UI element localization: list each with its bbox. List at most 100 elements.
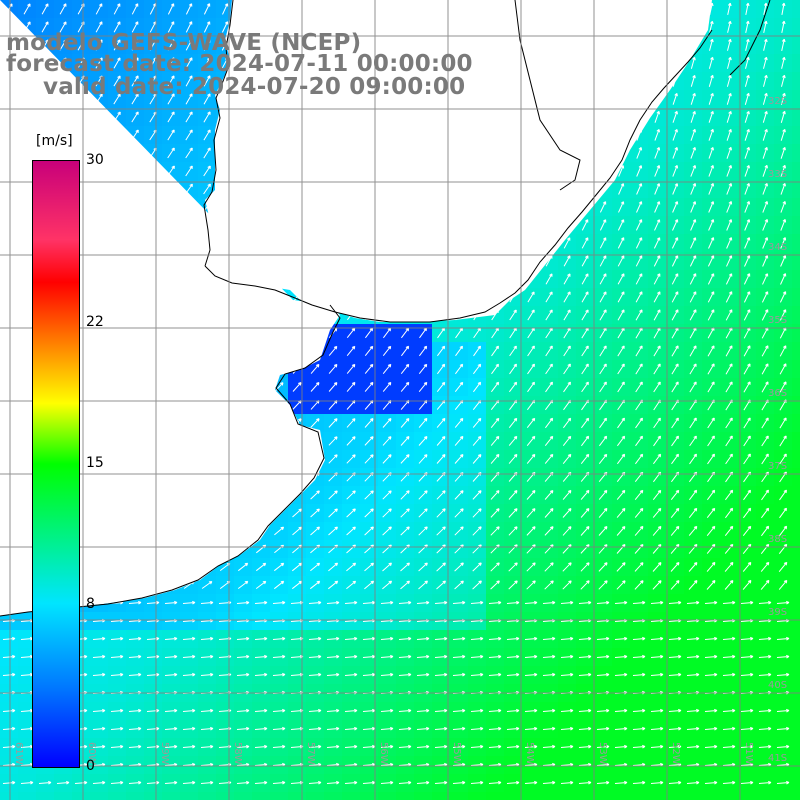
wind-arrow <box>690 128 696 141</box>
wind-arrow <box>273 580 285 590</box>
wind-cell <box>18 792 36 800</box>
wind-arrow <box>689 291 697 303</box>
wind-arrow <box>618 201 625 213</box>
wind-arrow <box>346 526 356 536</box>
wind-arrow <box>327 580 339 590</box>
wind-arrow <box>454 490 464 500</box>
wind-arrow <box>182 654 196 659</box>
wind-arrow <box>726 183 733 195</box>
wind-arrow <box>650 708 664 713</box>
wind-cell <box>558 792 576 800</box>
wind-arrow <box>616 580 626 590</box>
wind-cell <box>90 792 108 800</box>
wind-arrow <box>545 363 553 375</box>
wind-arrow <box>436 526 446 536</box>
wind-cell <box>792 432 800 450</box>
wind-arrow <box>472 562 482 572</box>
wind-arrow <box>364 562 374 572</box>
wind-arrow <box>563 363 571 375</box>
wind-arrow <box>273 562 285 572</box>
wind-arrow <box>400 363 410 375</box>
wind-arrow <box>617 435 626 447</box>
wind-arrow <box>690 201 697 213</box>
wind-arrow <box>689 453 697 465</box>
wind-arrow <box>470 600 484 605</box>
wind-arrow <box>328 508 338 518</box>
wind-arrow <box>382 436 392 446</box>
wind-arrow <box>472 435 482 446</box>
wind-arrow <box>382 526 392 536</box>
wind-arrow <box>670 507 680 519</box>
wind-arrow <box>436 381 446 393</box>
wind-arrow <box>708 237 715 249</box>
wind-arrow <box>634 489 644 501</box>
wind-arrow <box>708 110 714 123</box>
wind-arrow <box>779 345 787 357</box>
wind-arrow <box>346 381 356 392</box>
wind-arrow <box>2 654 16 659</box>
wind-arrow <box>364 490 374 500</box>
wind-arrow <box>113 57 121 69</box>
wind-arrow <box>400 508 410 518</box>
wind-arrow <box>436 417 446 428</box>
wind-arrow <box>635 417 643 429</box>
wind-arrow <box>185 39 193 51</box>
wind-cell <box>792 342 800 360</box>
wind-arrow <box>346 562 357 572</box>
wind-arrow <box>344 744 358 749</box>
wind-arrow <box>346 418 356 428</box>
lon-label: 58W <box>232 742 243 765</box>
wind-arrow <box>545 381 553 393</box>
wind-cell <box>594 792 612 800</box>
wind-arrow <box>709 38 714 51</box>
wind-arrow <box>508 417 518 429</box>
wind-cell <box>792 306 800 324</box>
wind-arrow <box>743 363 751 375</box>
wind-arrow <box>635 273 643 285</box>
wind-arrow <box>617 237 625 249</box>
wind-cell <box>792 450 800 468</box>
wind-cell <box>378 792 396 800</box>
wind-arrow <box>779 507 787 519</box>
lat-label: 41S <box>768 753 787 764</box>
wind-arrow <box>526 508 536 518</box>
wind-arrow <box>274 526 285 536</box>
wind-arrow <box>780 255 787 267</box>
wind-arrow <box>344 708 358 713</box>
wind-arrow <box>110 672 124 677</box>
wind-arrow <box>364 526 374 536</box>
wind-arrow <box>526 490 536 500</box>
wind-cell <box>792 216 800 234</box>
wind-cell <box>792 720 800 738</box>
wind-arrow <box>164 726 178 731</box>
wind-arrow <box>382 508 392 518</box>
wind-arrow <box>671 345 679 357</box>
wind-arrow <box>671 363 679 375</box>
wind-arrow <box>614 654 628 659</box>
wind-arrow <box>563 255 571 267</box>
wind-arrow <box>527 309 535 321</box>
wind-arrow <box>598 507 608 518</box>
wind-arrow <box>671 309 679 321</box>
wind-arrow <box>436 508 446 518</box>
wind-arrow <box>560 744 574 749</box>
wind-arrow <box>490 580 500 590</box>
wind-arrow <box>578 708 592 713</box>
wind-cell <box>792 576 800 594</box>
wind-arrow <box>203 147 211 159</box>
wind-arrow <box>472 490 482 500</box>
wind-arrow <box>689 255 697 267</box>
wind-arrow <box>400 418 410 428</box>
wind-cell <box>270 792 288 800</box>
wind-arrow <box>508 490 518 500</box>
lon-label: 53W <box>597 742 608 765</box>
wind-arrow <box>308 672 322 677</box>
wind-arrow <box>452 726 466 731</box>
wind-arrow <box>636 201 643 213</box>
wind-arrow <box>776 744 790 749</box>
wind-arrow <box>164 654 178 659</box>
wind-arrow <box>292 526 302 536</box>
wind-arrow <box>780 164 786 177</box>
wind-arrow <box>672 129 678 141</box>
wind-arrow <box>23 3 31 15</box>
